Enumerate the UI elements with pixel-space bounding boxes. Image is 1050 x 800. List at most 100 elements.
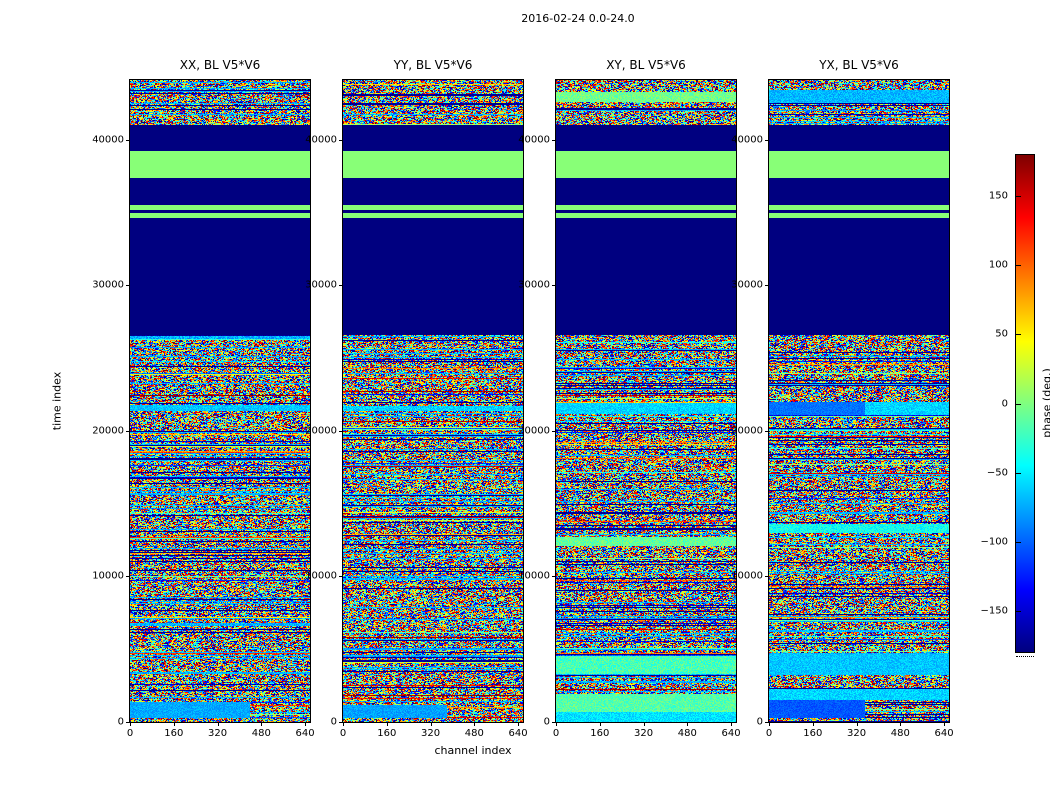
x-tick-mark xyxy=(813,722,814,726)
x-tick-mark xyxy=(944,722,945,726)
x-tick-mark xyxy=(218,722,219,726)
y-tick-label: 0 xyxy=(543,716,550,728)
y-tick-label: 30000 xyxy=(305,279,337,291)
x-tick-mark xyxy=(518,722,519,726)
colorbar-label: phase (deg.) xyxy=(1040,368,1050,438)
x-tick-mark xyxy=(644,722,645,726)
colorbar-tick-mark xyxy=(1016,265,1021,266)
y-tick-label: 40000 xyxy=(518,134,550,146)
x-tick-label: 0 xyxy=(765,728,773,739)
x-tick-mark xyxy=(174,722,175,726)
x-tick-label: 320 xyxy=(420,728,441,739)
y-tick-label: 30000 xyxy=(92,279,124,291)
y-tick-label: 10000 xyxy=(305,570,337,582)
figure-title: 2016-02-24 0.0-24.0 xyxy=(521,12,635,25)
colorbar-tick-mark xyxy=(1016,404,1021,405)
colorbar-extend-dotted xyxy=(1016,656,1034,657)
y-tick-mark xyxy=(552,431,556,432)
x-tick-label: 160 xyxy=(803,728,823,739)
panel-yy: YY, BL V5*V6 0 160 320 480 640 0 10000 20000 3000… xyxy=(305,58,527,739)
y-tick-mark xyxy=(339,576,343,577)
colorbar-tick-label: 100 xyxy=(988,259,1008,271)
x-tick-mark xyxy=(600,722,601,726)
colorbar-gradient xyxy=(1016,155,1034,652)
colorbar-tick-label: −50 xyxy=(986,467,1008,479)
y-tick-label: 20000 xyxy=(305,425,337,437)
y-tick-label: 40000 xyxy=(731,134,763,146)
panel-xy: XY, BL V5*V6 0 160 320 480 640 0 10000 20000 3000… xyxy=(518,58,740,739)
x-tick-label: 640 xyxy=(934,728,954,739)
y-tick-mark xyxy=(765,722,769,723)
x-tick-mark xyxy=(343,722,344,726)
colorbar-tick-mark xyxy=(1016,542,1021,543)
heatmap-canvas-yy xyxy=(343,80,523,722)
panel-title-xy: XY, BL V5*V6 xyxy=(606,58,686,72)
y-tick-mark xyxy=(339,285,343,286)
x-tick-mark xyxy=(857,722,858,726)
x-tick-label: 0 xyxy=(126,728,134,739)
x-tick-mark xyxy=(769,722,770,726)
panel-title-xx: XX, BL V5*V6 xyxy=(179,58,261,72)
y-tick-mark xyxy=(339,431,343,432)
y-tick-label: 10000 xyxy=(731,570,763,582)
colorbar-tick-label: −150 xyxy=(980,605,1008,617)
colorbar-tick-mark xyxy=(1016,473,1021,474)
colorbar-tick-mark xyxy=(1016,196,1021,197)
y-tick-mark xyxy=(765,140,769,141)
y-tick-label: 20000 xyxy=(518,425,550,437)
colorbar-tick-mark xyxy=(1016,334,1021,335)
y-tick-mark xyxy=(765,576,769,577)
y-tick-label: 30000 xyxy=(731,279,763,291)
y-tick-label: 40000 xyxy=(305,134,337,146)
y-tick-mark xyxy=(126,722,130,723)
y-tick-mark xyxy=(339,140,343,141)
x-tick-label: 640 xyxy=(508,728,528,739)
x-tick-label: 480 xyxy=(890,728,910,739)
y-tick-label: 0 xyxy=(117,716,124,728)
y-tick-mark xyxy=(765,285,769,286)
heatmap-canvas-xx xyxy=(130,80,310,722)
y-tick-label: 10000 xyxy=(92,570,124,582)
panel-title-yx: YX, BL V5*V6 xyxy=(819,58,899,72)
y-tick-mark xyxy=(552,576,556,577)
x-tick-label: 320 xyxy=(207,728,228,739)
y-axis-label: time index xyxy=(50,371,64,431)
y-tick-label: 40000 xyxy=(92,134,124,146)
y-tick-mark xyxy=(552,140,556,141)
x-tick-label: 640 xyxy=(721,728,741,739)
x-tick-label: 320 xyxy=(846,728,867,739)
y-tick-mark xyxy=(765,431,769,432)
x-tick-mark xyxy=(130,722,131,726)
x-tick-mark xyxy=(474,722,475,726)
y-tick-mark xyxy=(126,140,130,141)
x-tick-mark xyxy=(556,722,557,726)
x-tick-label: 160 xyxy=(377,728,397,739)
x-tick-mark xyxy=(731,722,732,726)
y-tick-label: 20000 xyxy=(92,425,124,437)
y-tick-label: 0 xyxy=(330,716,337,728)
y-tick-mark xyxy=(552,722,556,723)
x-tick-label: 160 xyxy=(590,728,610,739)
colorbar: 150 100 50 0 −50 −100 −150 xyxy=(981,154,1035,653)
panel-yx: YX, BL V5*V6 0 160 320 480 640 0 10000 20000 3000… xyxy=(731,58,953,739)
x-tick-mark xyxy=(305,722,306,726)
x-tick-label: 480 xyxy=(464,728,484,739)
x-tick-mark xyxy=(387,722,388,726)
colorbar-tick-mark xyxy=(1016,611,1021,612)
colorbar-tick-label: 0 xyxy=(1001,398,1008,409)
y-tick-mark xyxy=(126,431,130,432)
colorbar-tick-label: −100 xyxy=(980,536,1008,548)
y-tick-mark xyxy=(126,576,130,577)
x-tick-label: 0 xyxy=(339,728,347,739)
colorbar-tick-label: 150 xyxy=(988,190,1008,202)
y-tick-mark xyxy=(339,722,343,723)
x-tick-label: 320 xyxy=(633,728,654,739)
x-axis-label: channel index xyxy=(434,744,512,757)
heatmap-canvas-xy xyxy=(556,80,736,722)
x-tick-label: 160 xyxy=(164,728,184,739)
y-tick-label: 30000 xyxy=(518,279,550,291)
x-tick-mark xyxy=(900,722,901,726)
panel-title-yy: YY, BL V5*V6 xyxy=(393,58,473,72)
y-tick-label: 10000 xyxy=(518,570,550,582)
x-tick-label: 480 xyxy=(677,728,697,739)
